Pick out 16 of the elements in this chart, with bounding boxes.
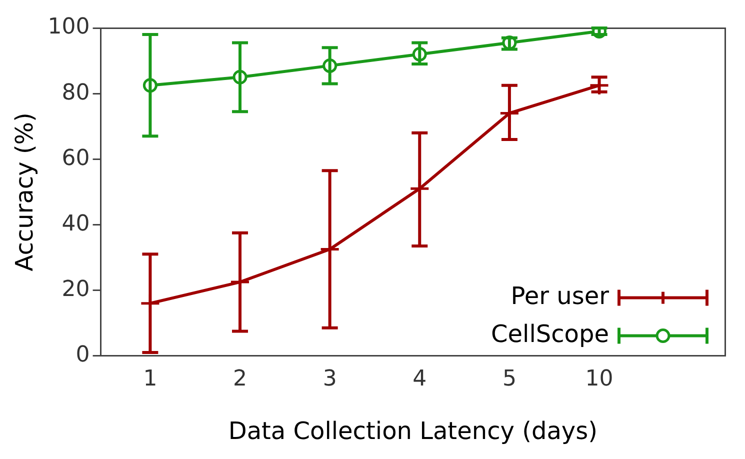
x-tick-label: 10	[585, 366, 614, 392]
legend-label: CellScope	[491, 320, 609, 348]
y-tick-label: 0	[76, 342, 90, 368]
y-tick-label: 40	[62, 211, 90, 236]
y-axis-title: Accuracy (%)	[10, 112, 39, 272]
y-tick-label: 20	[62, 276, 90, 302]
y-tick-label: 60	[62, 146, 90, 171]
legend-label: Per user	[510, 282, 610, 310]
x-tick-label: 1	[143, 366, 158, 392]
x-tick-label: 3	[322, 366, 337, 392]
x-tick-label: 4	[412, 366, 427, 392]
y-tick-label: 80	[62, 80, 90, 106]
x-tick-label: 5	[502, 366, 516, 392]
x-axis-title: Data Collection Latency (days)	[228, 416, 598, 445]
y-tick-label: 100	[48, 14, 90, 40]
x-tick-label: 2	[233, 366, 248, 392]
